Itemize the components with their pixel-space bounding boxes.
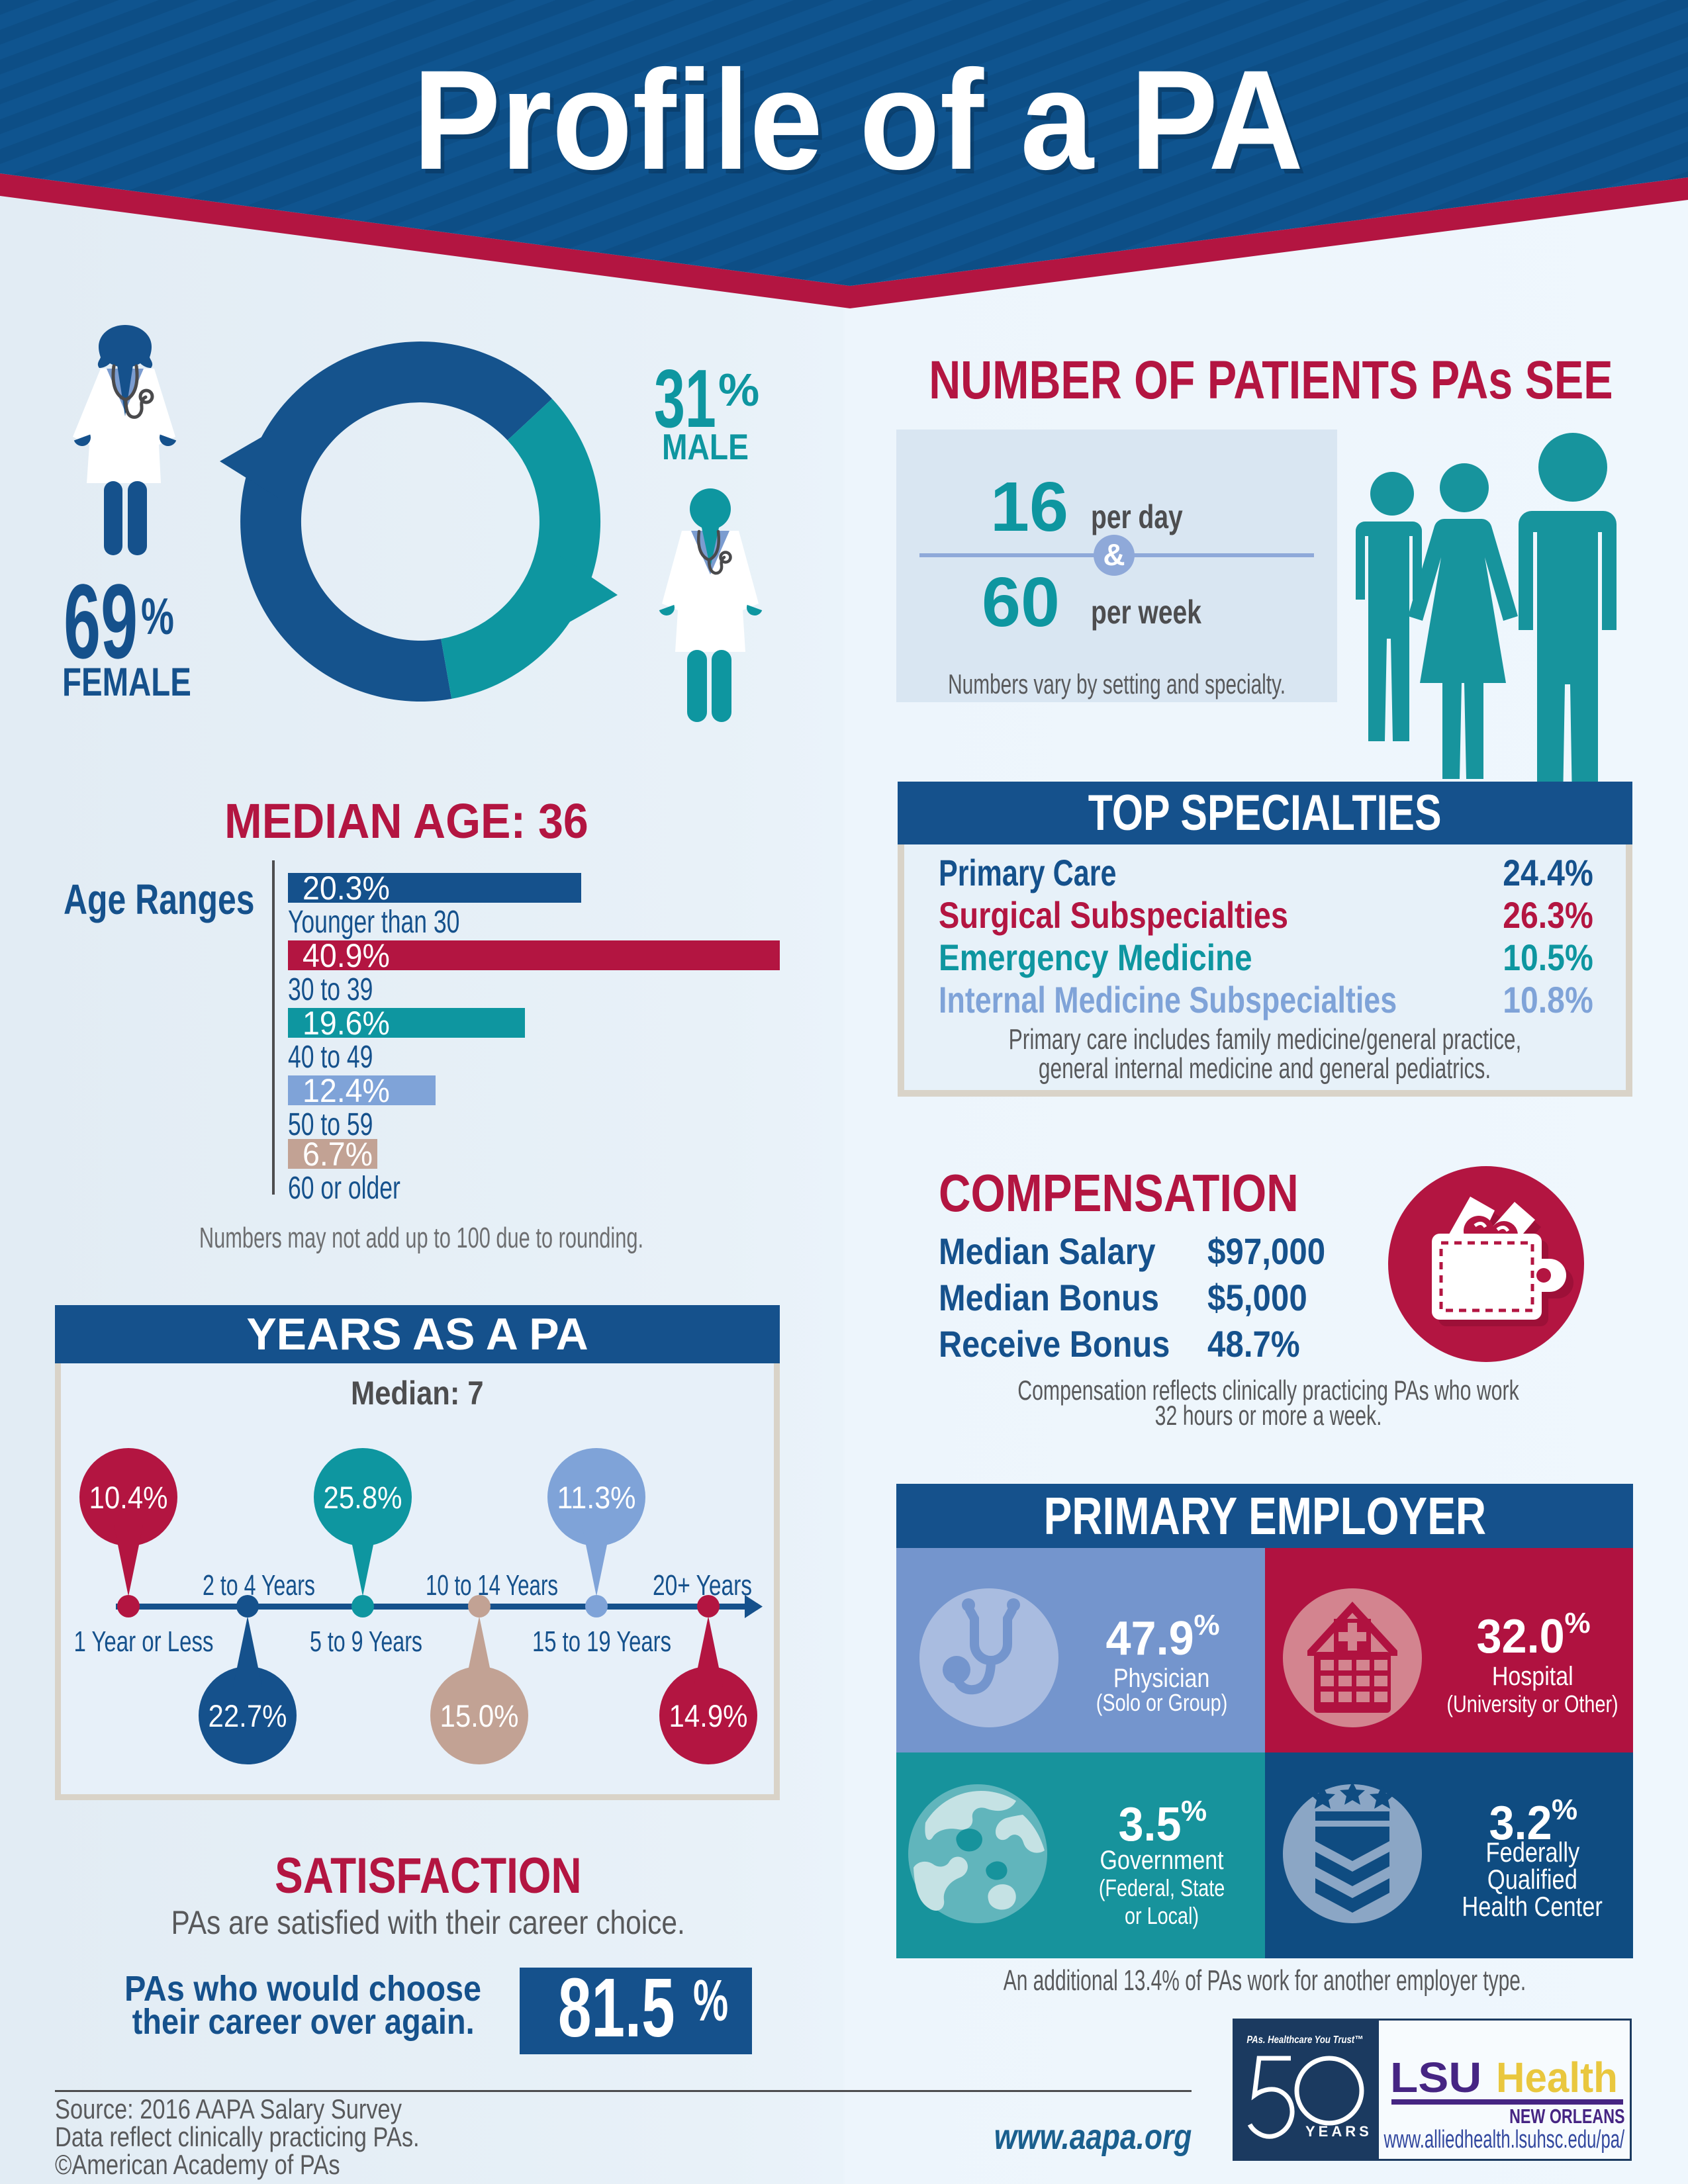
- svg-text:10 to 14 Years: 10 to 14 Years: [426, 1569, 558, 1602]
- svg-text:11.3%: 11.3%: [557, 1480, 636, 1515]
- svg-text:20+ Years: 20+ Years: [653, 1569, 752, 1602]
- svg-text:10.4%: 10.4%: [89, 1480, 168, 1515]
- svg-text:25.8%: 25.8%: [324, 1480, 402, 1515]
- svg-text:15 to 19 Years: 15 to 19 Years: [532, 1625, 671, 1658]
- svg-text:15.0%: 15.0%: [440, 1698, 519, 1733]
- svg-text:2 to 4 Years: 2 to 4 Years: [203, 1569, 315, 1602]
- svg-text:14.9%: 14.9%: [669, 1698, 748, 1733]
- svg-text:5 to 9 Years: 5 to 9 Years: [310, 1625, 422, 1658]
- svg-text:1 Year or Less: 1 Year or Less: [74, 1625, 214, 1658]
- svg-text:22.7%: 22.7%: [209, 1698, 287, 1733]
